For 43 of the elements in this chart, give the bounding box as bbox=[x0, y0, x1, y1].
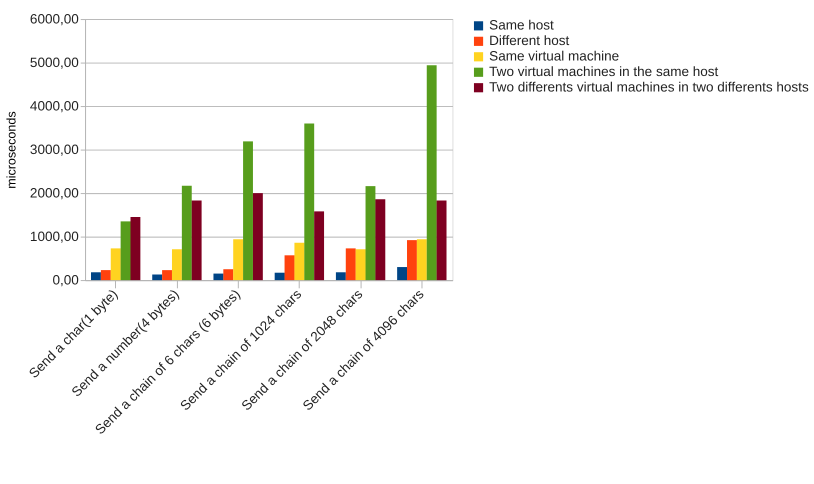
bar bbox=[192, 200, 202, 280]
bar bbox=[100, 270, 111, 280]
bar bbox=[233, 239, 244, 280]
y-tick-label: 1000,00 bbox=[30, 228, 79, 244]
bar bbox=[243, 141, 253, 280]
bar bbox=[397, 267, 408, 280]
bar bbox=[223, 269, 234, 280]
y-tick-label: 3000,00 bbox=[30, 142, 79, 157]
bar bbox=[304, 123, 314, 280]
bar bbox=[356, 249, 366, 280]
bar bbox=[213, 274, 224, 280]
bar bbox=[314, 211, 324, 280]
bar bbox=[426, 65, 437, 280]
legend-label: Same host bbox=[489, 18, 554, 33]
bar bbox=[436, 200, 447, 280]
bar bbox=[346, 248, 356, 280]
bar bbox=[120, 221, 130, 280]
bar bbox=[152, 274, 162, 280]
bar bbox=[110, 248, 121, 280]
legend-label: Two virtual machines in the same host bbox=[489, 64, 719, 80]
legend-label: Different host bbox=[489, 33, 570, 48]
y-tick-label: 5000,00 bbox=[30, 54, 79, 70]
y-tick-label: 0,00 bbox=[52, 272, 79, 288]
bar bbox=[162, 270, 172, 280]
bar bbox=[274, 272, 285, 280]
y-tick-label: 4000,00 bbox=[30, 98, 79, 114]
y-tick-label: 6000,00 bbox=[30, 11, 79, 26]
bar bbox=[294, 242, 304, 280]
y-axis-title: microseconds bbox=[4, 111, 18, 189]
legend-label: Two differents virtual machines in two differents hosts bbox=[489, 80, 809, 95]
bar bbox=[252, 193, 263, 280]
y-tick-label: 2000,00 bbox=[30, 185, 79, 200]
bar bbox=[416, 239, 427, 280]
bar bbox=[375, 199, 386, 280]
bar bbox=[172, 249, 182, 280]
bar bbox=[91, 272, 101, 280]
bar bbox=[130, 217, 140, 280]
bar bbox=[366, 186, 376, 280]
bar bbox=[284, 255, 294, 280]
bar bbox=[182, 186, 192, 280]
bar bbox=[407, 240, 417, 280]
legend-label: Same virtual machine bbox=[489, 48, 620, 64]
bar bbox=[336, 272, 346, 280]
